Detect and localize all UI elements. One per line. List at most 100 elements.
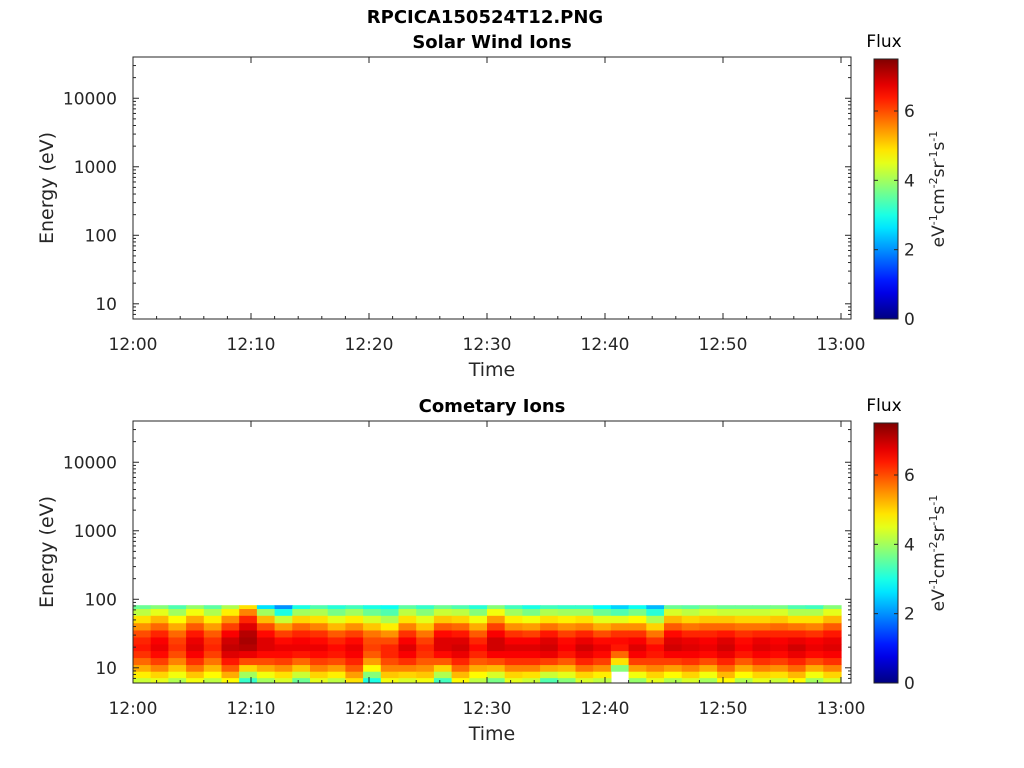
heatmap-cell	[646, 657, 665, 666]
heatmap-cell	[416, 608, 435, 616]
heatmap-cell	[256, 622, 276, 631]
heatmap-cell	[469, 664, 488, 672]
heatmap-cell	[628, 650, 647, 659]
heatmap-cell	[575, 671, 594, 679]
heatmap-cell	[451, 622, 470, 631]
heatmap-cell	[469, 677, 488, 683]
heatmap-cell	[398, 615, 417, 624]
heatmap-cell	[540, 608, 559, 616]
heatmap-cell	[787, 636, 807, 645]
heatmap-cell	[239, 636, 258, 645]
heatmap-cell	[522, 636, 541, 645]
heatmap-cell	[380, 629, 400, 638]
heatmap-cell	[522, 671, 541, 679]
heatmap-cell	[203, 643, 223, 652]
y-tick-label: 10000	[63, 453, 117, 473]
heatmap-cell	[469, 622, 488, 631]
heatmap-cell	[770, 671, 789, 679]
heatmap-cell	[610, 605, 630, 610]
heatmap-cell	[203, 615, 223, 624]
heatmap-cell	[363, 605, 382, 610]
heatmap-cell	[416, 636, 435, 645]
heatmap-cell	[699, 671, 718, 679]
heatmap-cell	[628, 643, 647, 652]
heatmap-cell	[664, 657, 683, 666]
heatmap-cell	[416, 657, 435, 666]
heatmap-cell	[451, 650, 470, 659]
heatmap-cell	[805, 657, 824, 666]
figure-title: RPCICA150524T12.PNG	[366, 7, 604, 28]
heatmap-cell	[522, 622, 541, 631]
heatmap-cell	[398, 650, 417, 659]
heatmap-cell	[256, 605, 276, 610]
panel-cometary-ions: Cometary Ions 12:00 12:10 12:20 12:30 12:40 12…	[36, 396, 949, 745]
heatmap-cell	[469, 605, 488, 610]
heatmap-cell	[646, 615, 665, 624]
heatmap-cell	[504, 650, 523, 659]
heatmap-cell	[752, 636, 771, 645]
heatmap-cell	[699, 629, 718, 638]
heatmap-cell	[522, 650, 541, 659]
heatmap-cell	[752, 664, 771, 672]
heatmap-cell	[805, 622, 824, 631]
heatmap-cell	[823, 677, 842, 683]
heatmap-cell	[345, 615, 364, 624]
heatmap-cell	[540, 671, 559, 679]
heatmap-cell	[363, 622, 382, 631]
heatmap-cell	[380, 657, 400, 666]
heatmap-cell	[221, 657, 240, 666]
heatmap-cell	[610, 664, 630, 672]
heatmap-cell	[610, 636, 630, 645]
heatmap-cell	[593, 677, 612, 683]
heatmap-cell	[310, 605, 329, 610]
heatmap-cell	[433, 657, 453, 666]
heatmap-cell	[487, 608, 506, 616]
heatmap-cell	[221, 629, 240, 638]
heatmap-cell	[504, 636, 523, 645]
heatmap-cell	[451, 608, 470, 616]
panel-title: Cometary Ions	[419, 396, 566, 417]
heatmap-cell	[469, 671, 488, 679]
heatmap-cell	[787, 615, 807, 624]
heatmap-cell	[628, 629, 647, 638]
heatmap-cell	[522, 615, 541, 624]
heatmap-cell	[133, 605, 152, 610]
heatmap-cell	[557, 605, 577, 610]
heatmap-cell	[717, 605, 736, 610]
heatmap-cell	[168, 643, 187, 652]
heatmap-cell	[416, 671, 435, 679]
heatmap-cell	[664, 605, 683, 610]
panel-solar-wind-ions: Solar Wind Ions 12:00 12:10 12:20 12:30 12:40…	[36, 32, 949, 381]
heatmap-cell	[380, 615, 400, 624]
heatmap-cell	[610, 650, 630, 659]
heatmap-cell	[540, 622, 559, 631]
heatmap-cell	[310, 629, 329, 638]
heatmap-cell	[522, 677, 541, 683]
heatmap-cell	[274, 629, 293, 638]
heatmap-cell	[681, 671, 700, 679]
heatmap-cell	[487, 671, 506, 679]
heatmap-cell	[770, 657, 789, 666]
heatmap-cell	[770, 677, 789, 683]
heatmap-cell	[239, 671, 258, 679]
heatmap-cell	[628, 657, 647, 666]
heatmap-cell	[805, 629, 824, 638]
heatmap-cell	[805, 664, 824, 672]
heatmap-cell	[557, 629, 577, 638]
heatmap-cell	[610, 615, 630, 624]
heatmap-cell	[487, 636, 506, 645]
heatmap-cell	[150, 650, 169, 659]
heatmap-cell	[292, 657, 311, 666]
heatmap-cell	[787, 671, 807, 679]
heatmap-cell	[717, 664, 736, 672]
heatmap-cell	[593, 636, 612, 645]
heatmap-cell	[469, 643, 488, 652]
heatmap-cell	[593, 671, 612, 679]
heatmap-cell	[717, 615, 736, 624]
heatmap-cell	[363, 608, 382, 616]
heatmap-cell	[451, 671, 470, 679]
heatmap-cell	[557, 650, 577, 659]
heatmap-cell	[593, 664, 612, 672]
y-axis-label: Energy (eV)	[36, 496, 58, 608]
heatmap-cell	[327, 671, 346, 679]
